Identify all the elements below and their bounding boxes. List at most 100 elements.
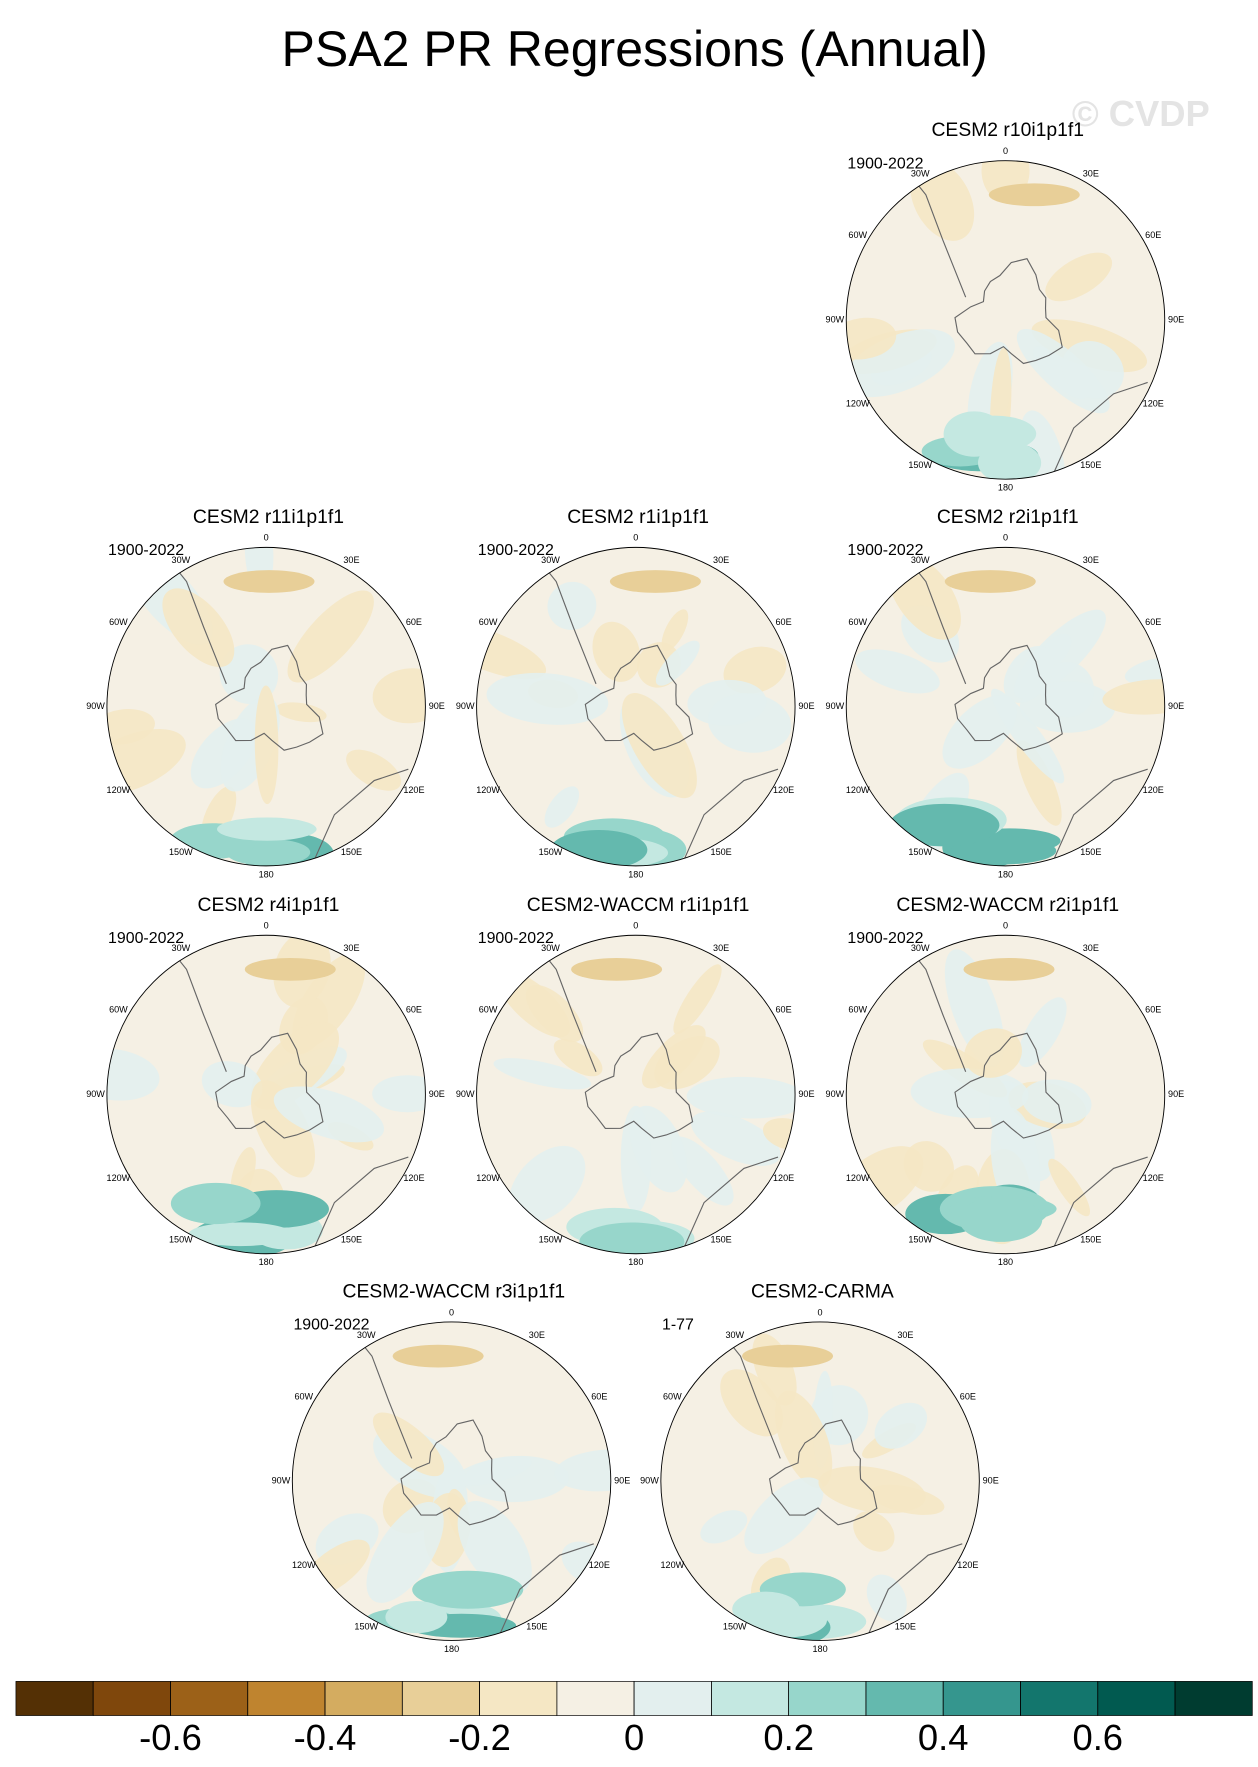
- longitude-label: 150E: [711, 847, 732, 857]
- longitude-label: 150W: [354, 1621, 378, 1631]
- map-area: [846, 547, 1165, 866]
- longitude-label: 150E: [895, 1621, 916, 1631]
- map-area: [476, 935, 796, 1254]
- longitude-label: 120E: [1143, 398, 1164, 408]
- longitude-label: 30E: [897, 1330, 913, 1340]
- colorbar-label: 0.2: [763, 1717, 814, 1758]
- contour-shading: [673, 964, 722, 1035]
- map-panel: CESM2 r11i1p1f1 1900-2022 0 30E 60E 90E 120E 15…: [86, 507, 445, 879]
- longitude-label: 150W: [908, 847, 932, 857]
- contour-shading: [641, 1025, 706, 1089]
- map-border: [291, 1321, 612, 1641]
- contour-shading: [525, 985, 584, 1043]
- longitude-label: 60E: [1145, 1005, 1161, 1015]
- longitude-label: 90W: [456, 701, 475, 711]
- colorbar-label: -0.4: [294, 1717, 357, 1758]
- colorbar-box: [324, 1681, 403, 1716]
- longitude-label: 180: [813, 1644, 828, 1654]
- contour-shading: [732, 1591, 800, 1627]
- map-border: [845, 160, 1166, 480]
- contour-shading: [1045, 252, 1113, 302]
- longitude-label: 0: [633, 921, 638, 931]
- contour-shading: [775, 1390, 833, 1489]
- longitude-label: 120W: [476, 1173, 500, 1183]
- longitude-label: 180: [444, 1644, 459, 1654]
- panel-title: CESM2-WACCM r3i1p1f1: [342, 1282, 565, 1303]
- contour-shading: [162, 588, 235, 668]
- contour-shading: [742, 1344, 834, 1368]
- longitude-label: 60W: [848, 1005, 867, 1015]
- longitude-label: 120E: [1143, 1173, 1164, 1183]
- longitude-label: 0: [264, 533, 269, 543]
- map-border: [106, 546, 426, 867]
- longitude-label: 60W: [479, 617, 498, 627]
- coastline: [1050, 768, 1148, 866]
- coastline: [954, 1032, 1063, 1139]
- coastline: [954, 644, 1063, 751]
- contour-shading: [254, 685, 279, 805]
- contour-shading: [853, 1511, 895, 1552]
- longitude-label: 150W: [169, 847, 193, 857]
- longitude-label: 30E: [713, 555, 729, 565]
- contour-shading: [661, 609, 689, 652]
- longitude-label: 30E: [1083, 943, 1099, 953]
- longitude-label: 60W: [294, 1391, 313, 1401]
- longitude-label: 30E: [529, 1330, 545, 1340]
- contour-shading: [550, 830, 648, 866]
- longitude-label: 90E: [983, 1476, 999, 1486]
- longitude-label: 60E: [591, 1391, 607, 1401]
- contour-shading: [889, 803, 1000, 847]
- longitude-label: 60E: [776, 617, 792, 627]
- longitude-label: 30W: [911, 555, 930, 565]
- contour-shading: [571, 958, 663, 981]
- longitude-label: 30W: [911, 169, 930, 179]
- longitude-label: 150E: [1080, 460, 1101, 470]
- longitude-label: 120W: [846, 785, 870, 795]
- longitude-label: 0: [1003, 533, 1008, 543]
- contour-shading: [244, 958, 336, 981]
- longitude-label: 60E: [776, 1005, 792, 1015]
- longitude-label: 150E: [711, 1235, 732, 1245]
- contour-shading: [963, 958, 1055, 981]
- colorbar-box: [633, 1681, 712, 1716]
- colorbar-label: -0.6: [139, 1717, 202, 1758]
- coastline: [215, 644, 324, 751]
- contour-shading: [201, 1061, 263, 1108]
- contour-shading: [846, 329, 955, 398]
- figure-title: PSA2 PR Regressions (Annual): [282, 21, 988, 77]
- contour-shading: [1018, 997, 1067, 1068]
- watermark: © CVDP: [1072, 93, 1210, 134]
- longitude-label: 90E: [614, 1476, 630, 1486]
- contour-shading: [942, 695, 1017, 769]
- map-area: [476, 547, 796, 866]
- coastline: [584, 1032, 694, 1139]
- colorbar-box: [170, 1681, 249, 1716]
- panel-title: CESM2-WACCM r2i1p1f1: [896, 895, 1119, 916]
- panel-title: CESM2 r4i1p1f1: [198, 895, 340, 916]
- contour-shading: [412, 1570, 524, 1609]
- contour-shading: [170, 1182, 261, 1225]
- longitude-label: 150W: [723, 1621, 747, 1631]
- contour-shading: [690, 1111, 781, 1166]
- longitude-label: 90W: [272, 1476, 291, 1486]
- contour-shading: [846, 317, 897, 360]
- contour-shading: [686, 1076, 796, 1119]
- longitude-label: 30W: [541, 555, 560, 565]
- contour-shading: [493, 1058, 592, 1090]
- map-area: [292, 1321, 611, 1641]
- colorbar-label: 0: [624, 1717, 644, 1758]
- contour-shading: [392, 1344, 484, 1368]
- contour-shading: [744, 1477, 824, 1555]
- longitude-label: 150E: [341, 847, 362, 857]
- longitude-label: 60E: [1145, 230, 1161, 240]
- contour-shading: [372, 1412, 445, 1477]
- longitude-label: 180: [998, 483, 1013, 493]
- longitude-label: 60E: [406, 617, 422, 627]
- panel-title: CESM2-CARMA: [751, 1282, 894, 1303]
- longitude-label: 30W: [541, 943, 560, 953]
- contour-shading: [457, 1500, 532, 1594]
- colorbar-box: [401, 1681, 480, 1716]
- longitude-label: 120E: [773, 1173, 794, 1183]
- longitude-label: 120E: [773, 785, 794, 795]
- longitude-label: 180: [998, 1257, 1013, 1267]
